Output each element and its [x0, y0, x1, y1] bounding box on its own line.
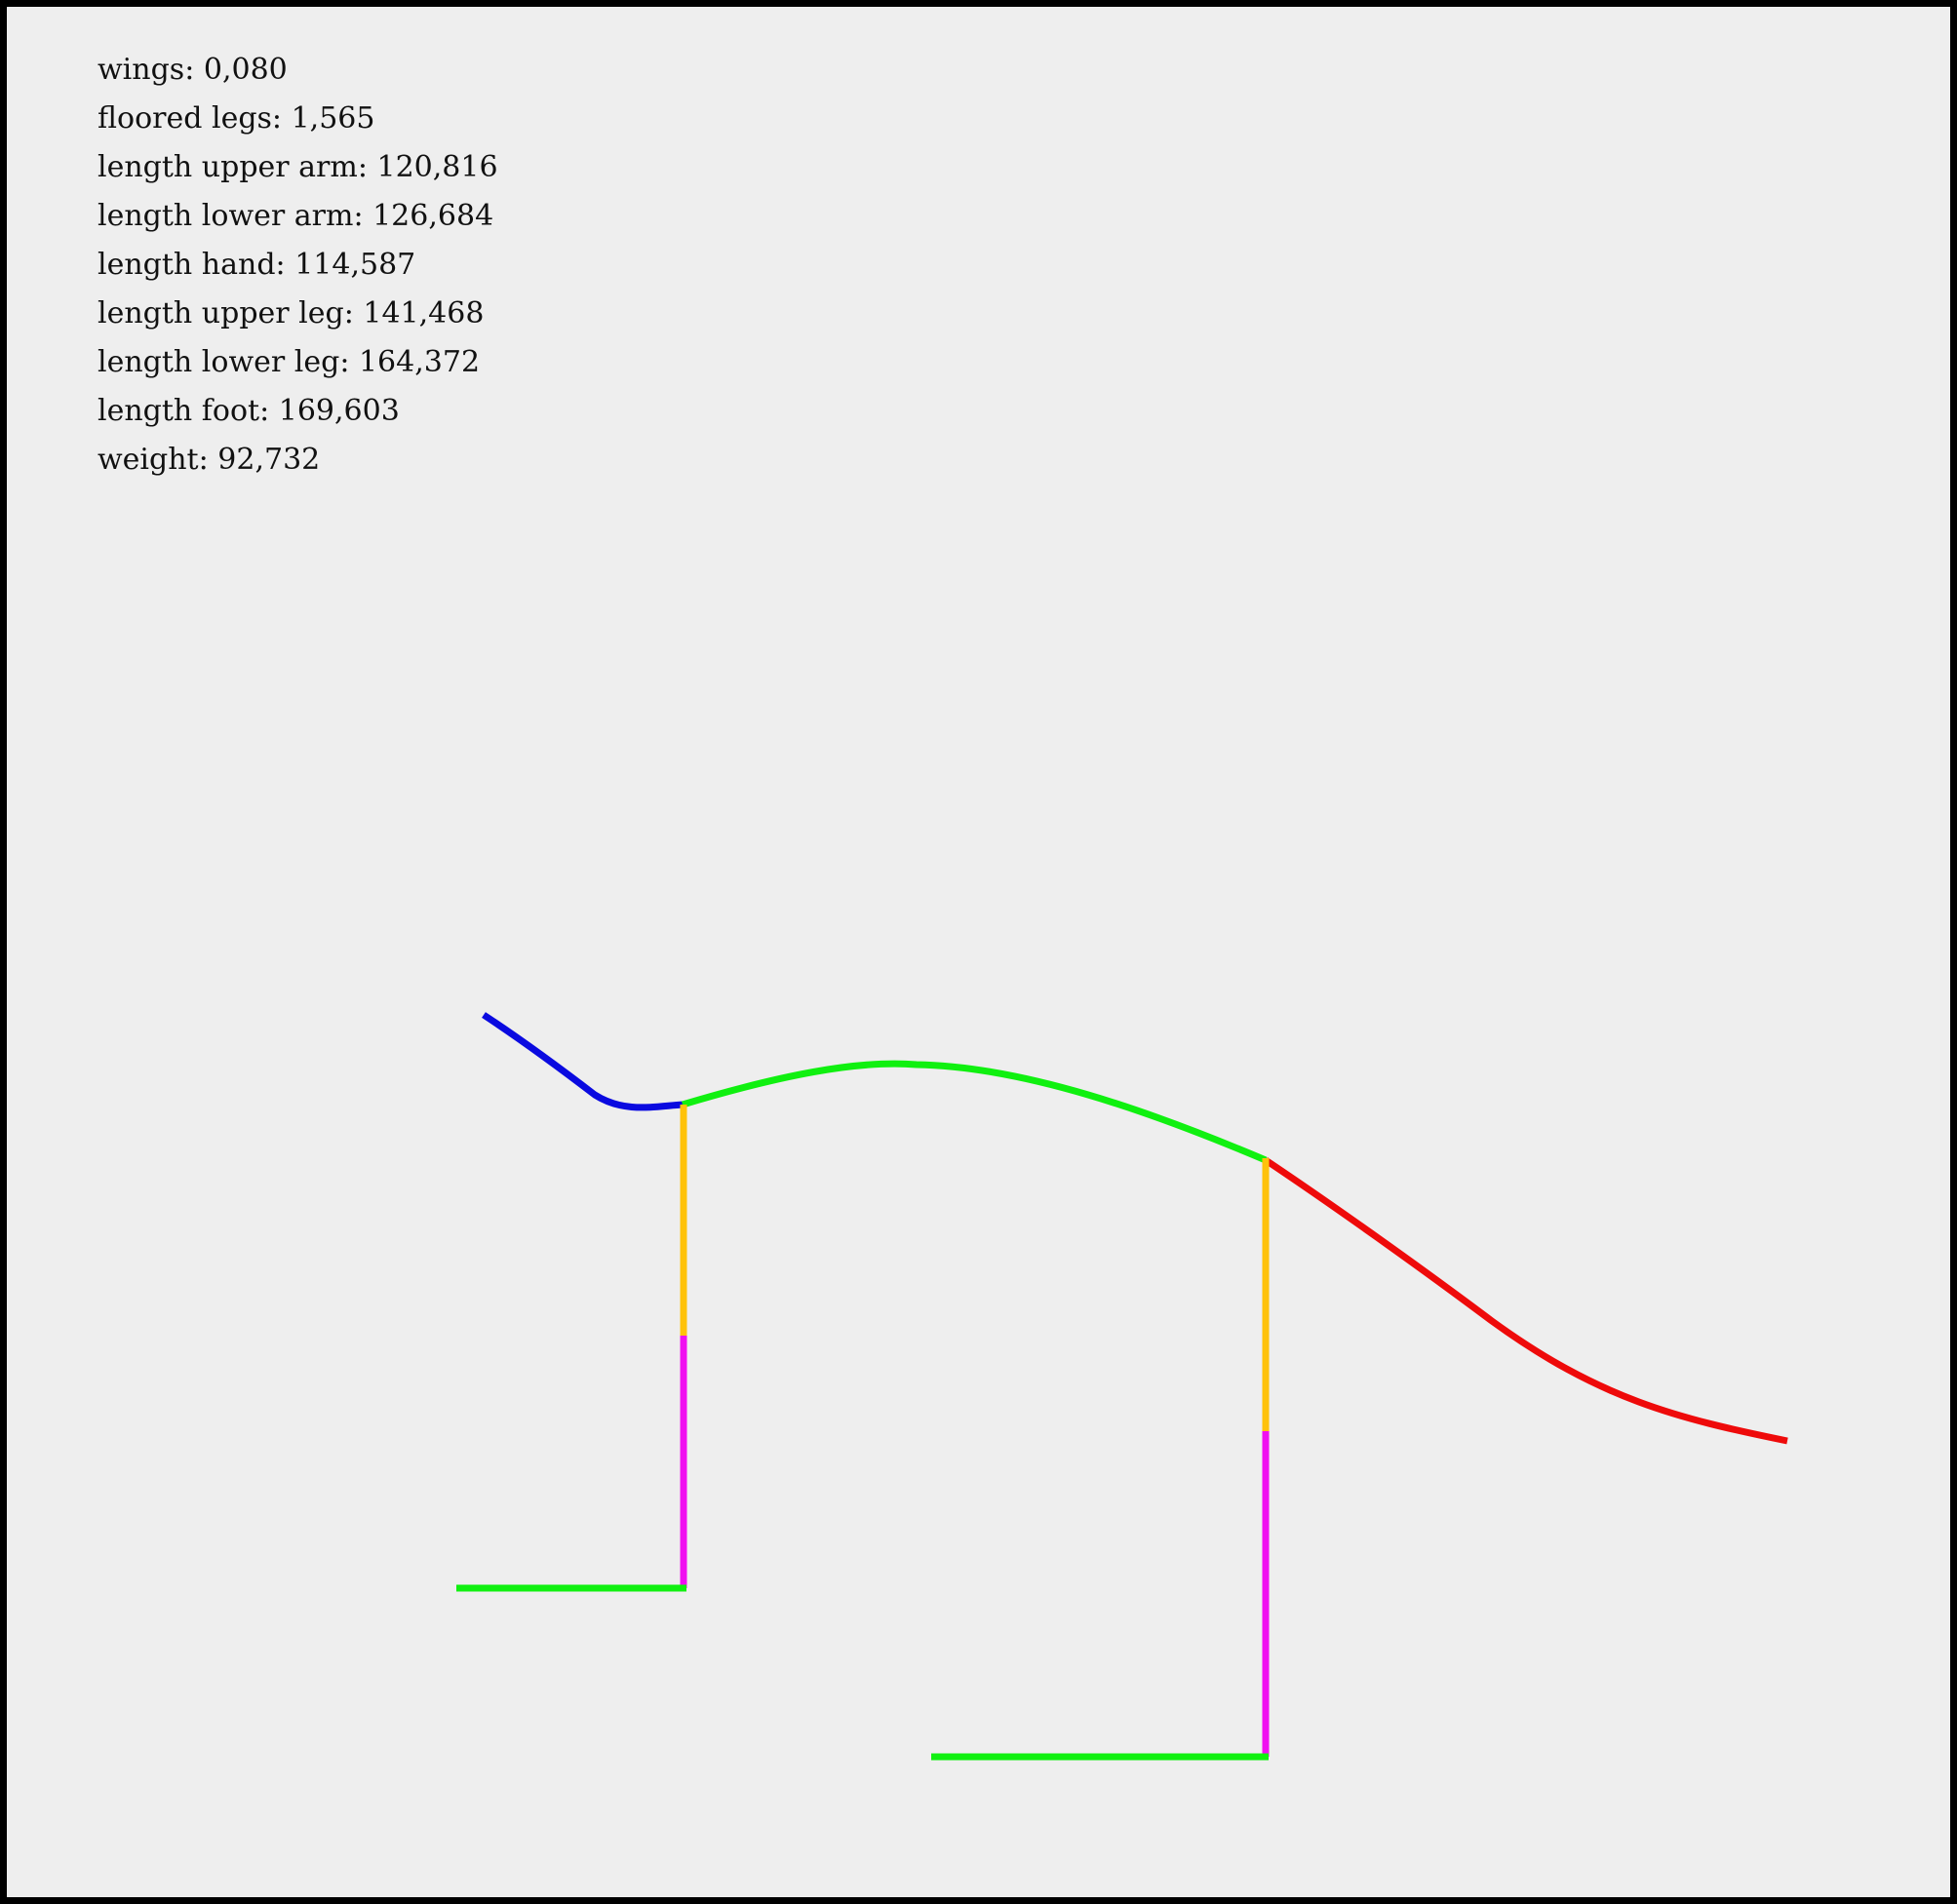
creature-head [482, 1012, 684, 1111]
stat-length-upper-leg: length upper leg: 141,468 [98, 296, 485, 330]
stat-length-lower-leg: length lower leg: 164,372 [98, 345, 481, 379]
creature-figure [456, 1012, 1788, 1761]
stat-weight: weight: 92,732 [98, 443, 321, 477]
creature-body [681, 1060, 1268, 1164]
stat-wings: wings: 0,080 [98, 53, 288, 87]
stat-length-hand: length hand: 114,587 [98, 248, 416, 282]
stat-floored-legs: floored legs: 1,565 [98, 101, 375, 136]
stat-length-upper-arm: length upper arm: 120,816 [98, 150, 498, 184]
stat-length-lower-arm: length lower arm: 126,684 [98, 199, 494, 233]
stat-length-foot: length foot: 169,603 [98, 394, 400, 428]
creature-tail [1264, 1157, 1788, 1445]
stats-list: wings: 0,080 floored legs: 1,565 length … [98, 46, 498, 485]
